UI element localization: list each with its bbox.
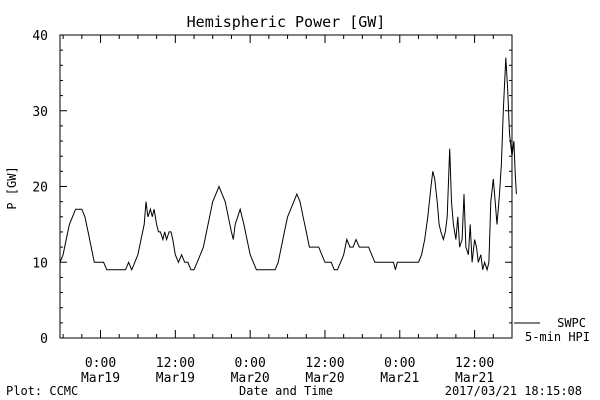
y-axis-label: P [GW] <box>5 166 19 209</box>
series-layer <box>59 57 517 272</box>
y-axis-ticks: 0 10 20 30 40 <box>32 29 512 347</box>
x-tick-date-label: Mar19 <box>156 371 195 386</box>
x-tick-date-label: Mar21 <box>455 371 494 386</box>
x-axis-label: Date and Time <box>239 384 333 398</box>
x-axis-ticks: 0:00Mar1912:00Mar190:00Mar2012:00Mar200:… <box>62 35 513 386</box>
x-tick-time-label: 12:00 <box>156 356 195 371</box>
series-line-0 <box>59 57 517 272</box>
y-tick-label: 0 <box>40 332 48 347</box>
x-tick-time-label: 12:00 <box>305 356 344 371</box>
footer-plot-credit: Plot: CCMC <box>6 384 78 398</box>
x-tick-time-label: 12:00 <box>455 356 494 371</box>
x-tick-time-label: 0:00 <box>384 356 415 371</box>
chart-title: Hemispheric Power [GW] <box>187 13 386 31</box>
x-tick-time-label: 0:00 <box>234 356 265 371</box>
x-tick-date-label: Mar21 <box>380 371 419 386</box>
y-tick-label: 30 <box>32 105 48 120</box>
x-tick-date-label: Mar20 <box>305 371 344 386</box>
x-tick-time-label: 0:00 <box>85 356 116 371</box>
y-tick-label: 20 <box>32 181 48 196</box>
x-tick-date-label: Mar19 <box>81 371 120 386</box>
legend-label: 5-min HPI <box>525 330 590 344</box>
x-tick-date-label: Mar20 <box>231 371 270 386</box>
legend-label: SWPC <box>557 316 586 330</box>
plot-frame <box>59 34 513 339</box>
footer-timestamp: 2017/03/21 18:15:08 <box>445 384 582 398</box>
y-tick-label: 40 <box>32 29 48 44</box>
y-tick-label: 10 <box>32 256 48 271</box>
